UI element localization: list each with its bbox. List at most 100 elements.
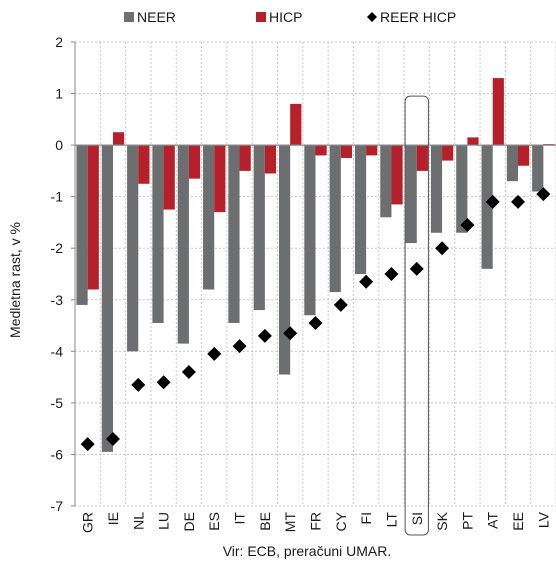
hicp-bar-de: [188, 145, 201, 179]
x-tick-label-gr: GR: [80, 512, 96, 533]
neer-bar-at: [481, 145, 493, 269]
y-tick-label: 1: [55, 86, 63, 102]
reer-marker-lt: [384, 267, 399, 281]
y-tick-label: 2: [55, 34, 63, 50]
y-axis-label: Medletna rast, v %: [7, 222, 23, 338]
hicp-bar-fr: [315, 145, 327, 156]
x-tick-label-fr: FR: [308, 512, 324, 531]
reer-marker-cy: [333, 297, 348, 312]
reer-markers: [80, 187, 551, 452]
x-tick-label-be: BE: [257, 512, 273, 531]
reer-marker-es: [207, 346, 222, 361]
reer-marker-lu: [156, 375, 171, 390]
neer-bar-be: [253, 145, 265, 311]
hicp-bar-gr: [87, 145, 99, 290]
y-tick-label: -7: [51, 498, 64, 514]
x-tick-label-lu: LU: [156, 512, 172, 530]
reer-marker-mt: [283, 326, 298, 341]
reer-marker-at: [485, 194, 500, 209]
neer-bar-de: [177, 145, 189, 344]
reer-marker-pt: [460, 218, 475, 233]
neer-bar-ee: [506, 145, 519, 182]
x-tick-label-ie: IE: [105, 512, 121, 525]
source-note: Vir: ECB, preračuni UMAR.: [223, 543, 392, 559]
bars: [76, 78, 555, 452]
legend: NEER HICP REER HICP: [124, 9, 456, 25]
x-tick-label-lt: LT: [383, 512, 399, 528]
y-tick-label: -3: [51, 292, 64, 308]
reer-marker-ie: [105, 431, 120, 446]
highlight-box-si: [404, 95, 429, 536]
hicp-bar-sk: [442, 145, 454, 161]
reer-marker-nl: [131, 377, 146, 392]
x-tick-label-es: ES: [206, 512, 222, 531]
reer-marker-fr: [308, 315, 323, 330]
x-tick-label-ee: EE: [510, 512, 526, 531]
y-axis: 2 1 0 -1 -2 -3 -4 -5 -6 -7: [51, 34, 76, 514]
reer-marker-gr: [80, 437, 95, 452]
x-tick-label-sk: SK: [434, 511, 450, 530]
hicp-bar-lu: [163, 145, 175, 210]
legend-label-neer: NEER: [137, 9, 176, 25]
neer-bar-mt: [278, 145, 291, 375]
legend-label-reer-hicp: REER HICP: [380, 9, 456, 25]
hicp-bar-ie: [112, 132, 125, 146]
hicp-bar-lt: [391, 145, 403, 205]
hicp-bar-pt: [467, 137, 479, 146]
highlight-box: [404, 95, 429, 536]
y-tick-label: 0: [55, 137, 63, 153]
neer-bar-si: [405, 145, 417, 244]
neer-bar-ie: [101, 145, 113, 452]
neer-bar-lv: [532, 145, 544, 192]
x-tick-label-pt: PT: [459, 512, 475, 530]
hicp-bar-it: [239, 145, 251, 171]
reer-marker-de: [181, 364, 196, 379]
hicp-bar-be: [264, 145, 277, 174]
hicp-bar-mt: [290, 103, 302, 146]
x-tick-label-it: IT: [232, 512, 248, 525]
hicp-bar-es: [214, 145, 226, 213]
neer-bar-cy: [329, 145, 341, 293]
x-tick-label-cy: CY: [333, 511, 349, 531]
y-tick-label: -6: [51, 446, 64, 462]
reer-marker-be: [257, 328, 272, 343]
hicp-bar-fi: [366, 145, 378, 156]
neer-bar-lt: [380, 145, 392, 218]
hicp-bar-ee: [518, 145, 530, 166]
hicp-bar-nl: [138, 145, 150, 184]
x-tick-label-mt: MT: [282, 512, 298, 533]
reer-marker-it: [232, 339, 247, 354]
neer-bar-fi: [354, 145, 367, 274]
neer-bar-sk: [430, 145, 443, 233]
legend-label-hicp: HICP: [269, 9, 302, 25]
x-axis: GR IE NL LU DE ES IT BE MT FR CY FI LT SI SK PT AT EE LV: [80, 511, 552, 533]
x-tick-label-fi: FI: [358, 512, 374, 524]
neer-bar-es: [203, 145, 215, 290]
neer-bar-gr: [76, 145, 88, 305]
reer-marker-lv: [536, 187, 551, 202]
x-tick-label-de: DE: [181, 512, 197, 531]
y-tick-label: -5: [51, 395, 64, 411]
hicp-bar-at: [492, 78, 504, 146]
neer-bar-pt: [456, 145, 468, 233]
y-tick-label: -2: [51, 240, 64, 256]
y-tick-label: -1: [51, 189, 64, 205]
y-tick-label: -4: [51, 343, 64, 359]
reer-marker-sk: [435, 241, 450, 256]
legend-swatch-neer: [124, 12, 134, 22]
legend-swatch-reer-hicp: [367, 12, 377, 22]
x-tick-label-nl: NL: [130, 512, 146, 530]
hicp-bar-cy: [340, 145, 353, 158]
reer-marker-fi: [359, 274, 374, 289]
reer-marker-ee: [511, 194, 526, 209]
neer-bar-nl: [127, 145, 139, 352]
legend-swatch-hicp: [256, 12, 266, 22]
x-tick-label-lv: LV: [535, 511, 551, 528]
neer-bar-it: [228, 145, 240, 323]
x-tick-label-si: SI: [409, 512, 425, 525]
reer-marker-si: [409, 261, 424, 276]
neer-bar-lu: [152, 145, 164, 323]
hicp-bar-si: [416, 145, 428, 171]
x-tick-label-at: AT: [485, 512, 501, 529]
